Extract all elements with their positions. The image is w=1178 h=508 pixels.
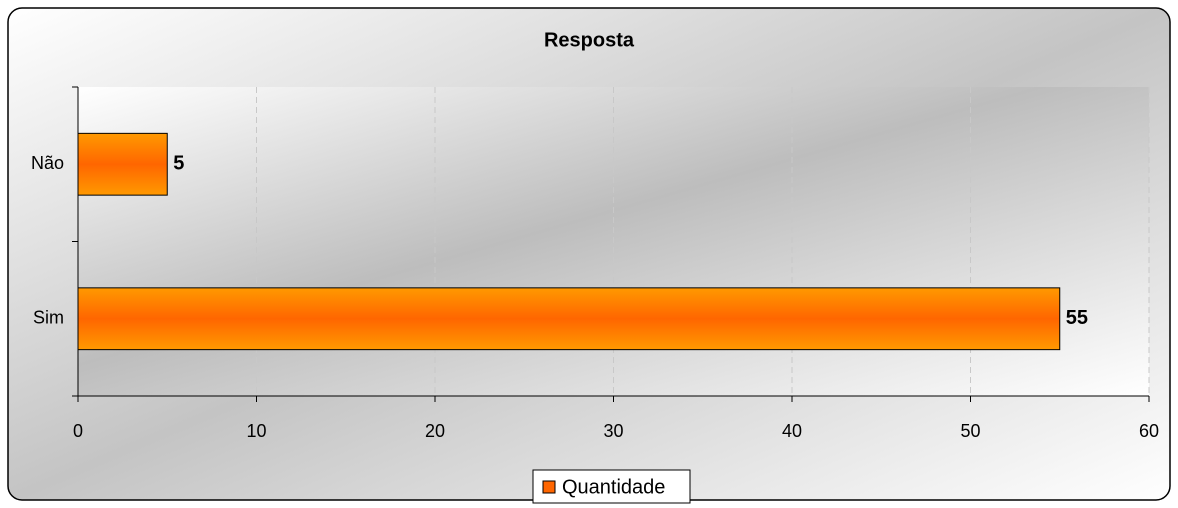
data-label: 5 — [173, 153, 184, 175]
bar — [77, 132, 168, 196]
legend-label: Quantidade — [562, 476, 665, 498]
x-tick-label: 40 — [782, 421, 802, 441]
y-tick-label: Sim — [33, 308, 64, 328]
x-tick-label: 60 — [1139, 421, 1159, 441]
bar — [77, 287, 1061, 351]
x-tick-label: 30 — [603, 421, 623, 441]
y-tick-label: Não — [31, 153, 64, 173]
x-tick-label: 20 — [425, 421, 445, 441]
x-tick-label: 10 — [246, 421, 266, 441]
chart-title: Resposta — [544, 29, 635, 51]
legend-swatch — [542, 480, 556, 494]
x-tick-label: 0 — [73, 421, 83, 441]
x-tick-label: 50 — [960, 421, 980, 441]
legend-box — [532, 469, 691, 504]
data-label: 55 — [1066, 307, 1088, 329]
